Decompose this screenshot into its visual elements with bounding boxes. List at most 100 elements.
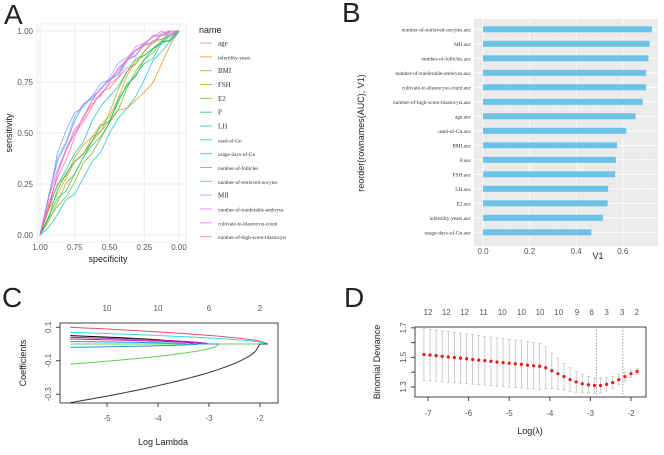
- x-tick-label: -3: [587, 409, 595, 418]
- roc-legend-title: name: [199, 25, 222, 35]
- lasso-y-axis-label: Coefficients: [18, 339, 28, 386]
- panel-letter-a: A: [4, 0, 23, 30]
- coefficient-path: [70, 343, 268, 365]
- bar: [483, 127, 627, 134]
- bar: [483, 40, 650, 47]
- deviance-point: [550, 369, 554, 373]
- deviance-point: [568, 378, 572, 382]
- y-tick-label: E2.auc: [456, 201, 471, 207]
- legend-label: BMI: [218, 67, 232, 75]
- auc-bars: [483, 26, 652, 236]
- deviance-point: [531, 364, 536, 368]
- deviance-point: [458, 356, 463, 360]
- bar: [483, 142, 617, 149]
- top-axis-label: 10: [498, 308, 507, 317]
- y-tick-label: usage-days-of-Gn.auc: [424, 229, 471, 236]
- legend-label: used-of-Gn: [218, 137, 242, 144]
- top-axis-label: 12: [460, 308, 469, 317]
- y-tick-label: cultivate-to-blastocyst-count.auc: [402, 85, 472, 91]
- lasso-coefficient-paths: [70, 326, 268, 404]
- legend-label: age: [218, 40, 228, 48]
- auc-y-axis-label: reorder(rownames(AUC), V1): [356, 74, 366, 192]
- y-tick-label: 0.75: [17, 78, 33, 87]
- deviance-point: [428, 353, 432, 357]
- legend-label: number-of-follicles: [218, 165, 258, 172]
- legend-label: MII: [218, 192, 230, 200]
- deviance-point: [464, 357, 469, 361]
- roc-legend: age infertility-years BMI FSH E2 P LH used-of-G…: [200, 40, 286, 241]
- deviance-point: [629, 372, 633, 376]
- deviance-point: [605, 382, 609, 386]
- y-tick-label: age.auc: [455, 114, 472, 120]
- legend-label: cultivate-to-blastocyst-count: [218, 221, 278, 227]
- roc-y-axis-label: sensitivity: [4, 113, 14, 153]
- x-tick-label: -7: [424, 409, 432, 418]
- y-tick-label: number-of-tranferable-embryos.auc: [395, 70, 471, 77]
- legend-label: infertility-years: [218, 54, 250, 61]
- deviance-point: [598, 383, 603, 388]
- x-tick-label: 0.6: [617, 247, 629, 256]
- roc-curve: [39, 30, 180, 236]
- coefficient-path: [70, 336, 268, 345]
- y-tick-label: -0.3: [44, 387, 53, 401]
- top-axis-label: 11: [479, 308, 488, 317]
- legend-label: usage-days-of-Gn: [218, 151, 256, 158]
- x-tick-label: 0.00: [171, 243, 187, 252]
- x-tick-label: 1.00: [32, 243, 48, 252]
- legend-label: LH: [218, 122, 227, 130]
- x-tick-label: -4: [546, 409, 554, 418]
- legend-label: FSH: [218, 81, 231, 89]
- cv-ticks: -7 -6 -5 -4 -3 -212 12 12 11 10 10 10 10 9 6 3 3 21.31.51…: [399, 308, 639, 418]
- top-axis-label: 12: [442, 308, 451, 317]
- x-tick-label: -6: [465, 409, 473, 418]
- bar: [483, 171, 616, 178]
- y-tick-label: 1.00: [17, 27, 33, 36]
- coefficient-path: [70, 331, 268, 345]
- top-axis-label: 6: [207, 304, 212, 313]
- bar: [483, 214, 603, 221]
- bar: [483, 229, 592, 236]
- top-axis-label: 2: [258, 304, 263, 313]
- deviance-point: [434, 354, 438, 358]
- coefficient-path: [70, 326, 268, 345]
- auc-x-axis-label: V1: [592, 251, 603, 261]
- bar: [483, 200, 608, 207]
- auc-ticks: 0.0 0.2 0.4 0.6 number-of-retrieved-oocytes.…: [393, 26, 629, 256]
- deviance-point: [617, 378, 621, 382]
- panel-a: A 1.00 0.75 0.50 0.25 0.000.000.250.500.751.…: [4, 0, 286, 264]
- top-axis-label: 3: [620, 308, 625, 317]
- bar: [483, 26, 652, 33]
- y-tick-label: 0.50: [17, 129, 33, 138]
- x-tick-label: 0.4: [571, 247, 583, 256]
- panel-b: B 0.0 0.2 0.4 0.6 number-of-retrieved-oocyte…: [342, 0, 658, 261]
- coefficient-path: [70, 343, 268, 404]
- x-tick-label: 0.25: [136, 243, 152, 252]
- x-tick-label: 0.2: [524, 247, 536, 256]
- roc-x-axis-label: specificity: [88, 254, 128, 264]
- deviance-point: [623, 375, 627, 379]
- deviance-point: [452, 355, 456, 360]
- roc-curve: [39, 30, 180, 236]
- deviance-point: [507, 361, 511, 365]
- deviance-point: [538, 364, 542, 368]
- x-tick-label: -2: [627, 409, 635, 418]
- x-tick-label: -5: [506, 409, 514, 418]
- bar: [483, 69, 647, 76]
- deviance-point: [525, 363, 530, 367]
- roc-curve: [39, 30, 179, 236]
- y-tick-label: FSH.auc: [453, 172, 472, 178]
- bar: [483, 113, 636, 120]
- deviance-point: [440, 354, 444, 358]
- y-tick-label: 0.25: [17, 180, 33, 189]
- y-tick-label: -0.1: [44, 353, 53, 367]
- roc-curve: [39, 30, 180, 236]
- deviance-point: [562, 375, 566, 379]
- deviance-point: [477, 358, 481, 362]
- lasso-plot-area: [59, 322, 279, 404]
- cv-marks: [422, 327, 639, 397]
- panel-d: D -7 -6 -5 -4 -3 -212 12 12 11 10 10 10 10 9 6 3 3 21.31.…: [344, 282, 647, 436]
- bar: [483, 98, 643, 105]
- x-tick-label: -3: [205, 414, 213, 423]
- y-tick-label: P.auc: [460, 158, 472, 164]
